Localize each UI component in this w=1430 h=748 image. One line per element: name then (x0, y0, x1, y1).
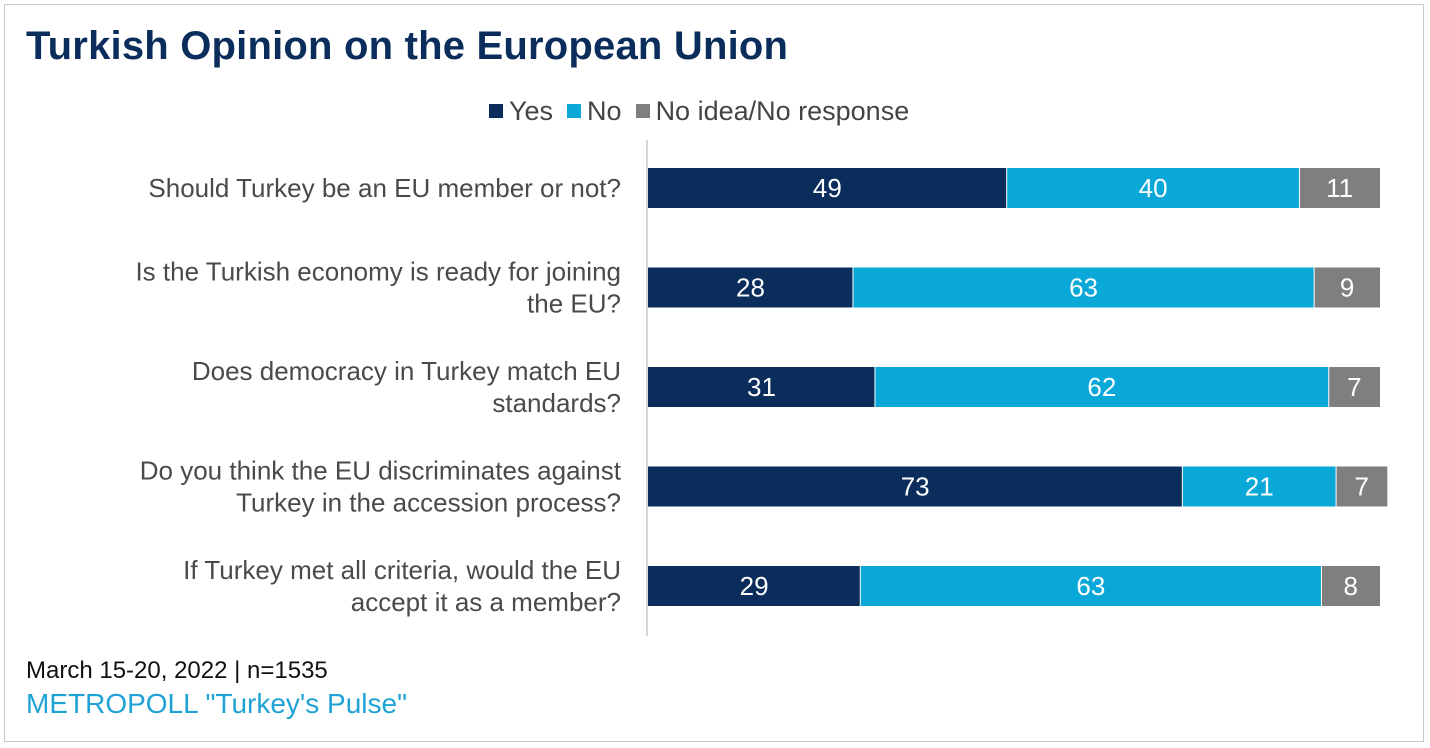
category-label-line: Do you think the EU discriminates agains… (140, 456, 622, 486)
bar-segment-yes (648, 466, 1183, 507)
category-label: If Turkey met all criteria, would the EU… (183, 555, 621, 617)
bar-segment-no (860, 566, 1322, 606)
bar-segment-no-idea (1299, 168, 1380, 208)
data-label-yes: 28 (736, 273, 765, 303)
data-label-no: 62 (1087, 372, 1116, 402)
legend-label-yes: Yes (509, 95, 554, 126)
bar-segment-no-idea (1336, 466, 1388, 507)
category-label-line: Should Turkey be an EU member or not? (148, 173, 621, 203)
category-label: Do you think the EU discriminates agains… (140, 456, 622, 518)
data-label-yes: 73 (901, 472, 930, 502)
bar-segment-no (1006, 168, 1300, 208)
survey-date-sample: March 15-20, 2022 | n=1535 (26, 657, 328, 684)
bar-segment-no-idea (1328, 367, 1380, 407)
bar-segment-yes (648, 566, 861, 606)
legend-item-no-idea: No idea/No response (635, 95, 910, 127)
data-label-yes: 31 (747, 372, 776, 402)
legend-label-no-idea: No idea/No response (655, 95, 910, 126)
data-label-yes: 49 (813, 173, 842, 203)
legend-label-no: No (587, 95, 622, 126)
legend-swatch-no-idea (635, 104, 650, 118)
bar-segment-yes (648, 168, 1007, 208)
category-label-line: Turkey in the accession process? (236, 488, 621, 518)
category-label-line: the EU? (527, 289, 621, 319)
bar-segment-no (852, 267, 1315, 308)
data-label-no: 63 (1069, 273, 1098, 303)
data-label-no-idea: 7 (1347, 372, 1361, 402)
bar-segment-no (1182, 466, 1337, 507)
chart-legend: Yes No No idea/No response (489, 94, 909, 128)
legend-item-no: No (567, 96, 622, 127)
data-label-no: 21 (1245, 472, 1274, 502)
data-label-no-idea: 7 (1354, 472, 1368, 502)
chart-title: Turkish Opinion on the European Union (26, 24, 789, 68)
bar-segment-no-idea (1314, 267, 1380, 308)
category-label-line: Does democracy in Turkey match EU (192, 356, 621, 386)
legend-swatch-no (567, 104, 582, 118)
category-label: Should Turkey be an EU member or not? (148, 173, 621, 203)
source-credit: METROPOLL "Turkey's Pulse" (26, 688, 408, 719)
category-label: Does democracy in Turkey match EU standar… (192, 356, 621, 418)
bar-segment-yes (648, 267, 853, 308)
bar-segment-no (874, 367, 1329, 407)
legend-item-yes: Yes (489, 96, 553, 127)
category-label-line: If Turkey met all criteria, would the EU (183, 555, 621, 585)
data-label-no-idea: 8 (1343, 571, 1357, 601)
category-label-line: Is the Turkish economy is ready for join… (135, 257, 621, 287)
category-label: Is the Turkish economy is ready for join… (135, 257, 621, 319)
legend-swatch-yes (489, 104, 503, 118)
data-label-no: 63 (1076, 571, 1105, 601)
category-label-line: standards? (492, 388, 621, 418)
data-label-no: 40 (1139, 173, 1168, 203)
data-label-no-idea: 9 (1340, 273, 1354, 303)
data-label-yes: 29 (740, 571, 769, 601)
bar-segment-yes (648, 367, 875, 407)
category-label-line: accept it as a member? (351, 587, 621, 617)
data-label-no-idea: 11 (1326, 173, 1353, 203)
bar-segment-no-idea (1321, 566, 1380, 606)
